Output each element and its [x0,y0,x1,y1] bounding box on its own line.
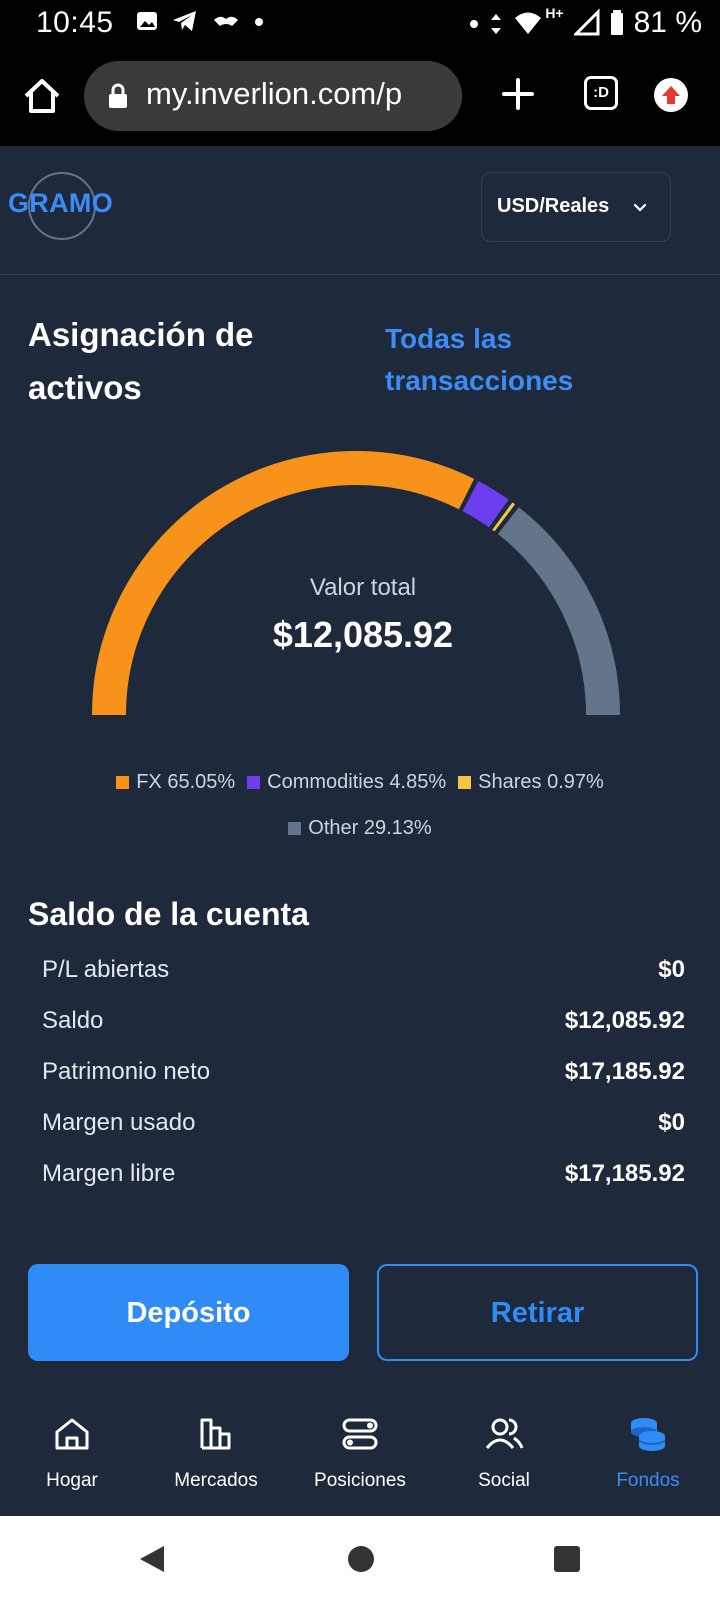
total-value: $12,085.92 [272,614,454,655]
network-type: H+ [545,5,564,21]
url-fade [426,61,462,131]
chevron-down-icon [633,203,647,212]
currency-label: USD/Reales [497,195,610,217]
allocation-title: Asignación de activos [28,316,254,406]
legend-swatch [458,775,472,789]
nav-label: Posiciones [314,1470,406,1491]
app-header: GRAMO USD/Reales [0,146,720,275]
home-circle-icon[interactable] [348,1546,374,1572]
logo[interactable]: GRAMO [8,188,113,218]
gauge-segment-fx [92,451,475,716]
nav-item-markets[interactable]: Mercados [144,1394,288,1516]
gallery-icon [137,12,157,30]
gauge-segment-commodities [462,481,509,528]
tab-switcher-button[interactable]: :D [584,76,618,110]
chart-legend: FX 65.05% Commodities 4.85% Shares 0.97%… [0,770,720,862]
legend-label: Other 29.13% [308,816,432,839]
balance-value: $17,185.92 [564,1160,685,1187]
legend-swatch [288,821,302,835]
balance-label: P/L abiertas [42,956,170,983]
nav-item-social[interactable]: Social [432,1394,576,1516]
balance-row: Patrimonio neto $17,185.92 [42,1050,685,1101]
battery-percent: 81 % [633,6,702,39]
gauge-segment-other [497,507,620,716]
dot-icon [255,18,263,26]
battery-icon [610,10,623,35]
nav-item-home[interactable]: Hogar [0,1394,144,1516]
legend-label: FX 65.05% [136,770,236,793]
data-arrows-icon [491,14,502,34]
funds-icon [631,1418,666,1451]
balance-label: Patrimonio neto [42,1058,211,1085]
legend-row: FX 65.05% Commodities 4.85% Shares 0.97% [0,770,720,794]
balance-value: $0 [658,1109,685,1136]
balance-row: Margen libre $17,185.92 [42,1152,685,1203]
balance-title: Saldo de la cuenta [28,896,309,932]
recents-icon[interactable] [554,1546,580,1572]
bottom-nav: Hogar Mercados Posiciones Social Fondos [0,1394,720,1516]
nav-item-funds[interactable]: Fondos [576,1394,720,1516]
legend-item-fx: FX 65.05% [116,771,235,794]
markets-icon [200,1418,231,1450]
legend-item-commodities: Commodities 4.85% [247,771,446,794]
upload-arrow-icon [662,86,680,104]
nav-label: Hogar [46,1470,98,1491]
balance-row: Saldo $12,085.92 [42,999,685,1050]
balance-row: P/L abiertas $0 [42,948,685,999]
nav-label: Mercados [174,1470,258,1491]
url-text: my.inverlion.com/p [146,76,403,111]
system-icons: H+ 81 % [469,5,702,40]
status-time: 10:45 [36,6,114,39]
legend-item-other: Other 29.13% [288,816,432,840]
legend-swatch [247,775,261,789]
home-icon [55,1418,89,1450]
status-bar: 10:45 H+ 81 % [0,0,720,52]
lock-icon [109,83,127,108]
logo-ring [28,172,96,240]
dot-icon [470,20,479,28]
balance-value: $12,085.92 [564,1007,685,1034]
withdraw-button[interactable]: Retirar [377,1264,698,1361]
balance-value: $0 [658,956,685,983]
total-value-label: Valor total [309,574,417,601]
legend-item-shares: Shares 0.97% [458,771,604,794]
social-icon [485,1418,524,1449]
signal-icon [573,8,600,36]
all-transactions-link[interactable]: Todas las transacciones [385,323,574,396]
balance-row: Margen usado $0 [42,1101,685,1152]
new-tab-icon[interactable] [496,72,540,116]
legend-label: Commodities 4.85% [267,770,447,793]
nav-item-positions[interactable]: Posiciones [288,1394,432,1516]
update-button[interactable] [654,78,688,112]
handshake-icon [214,16,238,26]
balance-list: P/L abiertas $0 Saldo $12,085.92 Patrimo… [42,948,685,1203]
legend-label: Shares 0.97% [478,770,604,793]
nav-label: Social [478,1470,530,1491]
home-icon[interactable] [22,76,62,116]
address-bar[interactable]: my.inverlion.com/p [84,61,462,131]
wifi-icon [515,12,542,34]
nav-label: Fondos [616,1470,680,1491]
telegram-icon [173,11,196,31]
back-icon[interactable] [138,1544,166,1574]
browser-toolbar: my.inverlion.com/p :D [0,52,720,146]
balance-label: Margen libre [42,1160,176,1187]
currency-select[interactable]: USD/Reales [481,172,671,242]
gauge-segment-shares [492,502,516,532]
positions-icon [342,1418,378,1450]
balance-value: $17,185.92 [564,1058,685,1085]
deposit-button[interactable]: Depósito [28,1264,349,1361]
legend-row: Other 29.13% [0,816,720,840]
android-nav-bar [0,1516,720,1600]
allocation-gauge-chart [92,451,620,716]
balance-label: Margen usado [42,1109,196,1136]
notification-icons [136,10,264,32]
balance-label: Saldo [42,1007,104,1034]
legend-swatch [116,775,130,789]
